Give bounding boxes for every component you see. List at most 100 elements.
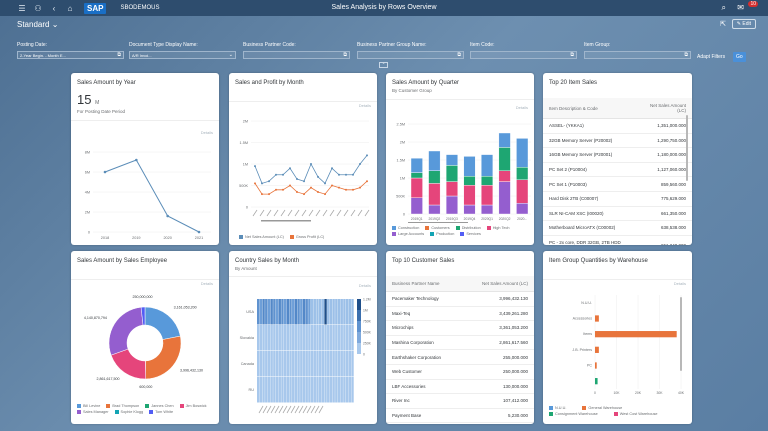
heatmap-cell	[340, 299, 343, 325]
legend-item[interactable]: Gross Profit (LC)	[289, 235, 324, 239]
table-row[interactable]: PC - 2x core, DDR 32GB, 2TB HDD (P10001)…	[543, 235, 692, 245]
filter-input[interactable]: ⧉	[584, 51, 691, 59]
details-link[interactable]: Details	[358, 283, 371, 288]
heatmap-cell	[300, 377, 303, 403]
filter-input[interactable]: 2-Year Begin. - Month E... ⧉	[17, 51, 124, 59]
heatmap-cell	[316, 377, 319, 403]
variant-selector[interactable]: Standard ⌄	[17, 20, 58, 29]
legend-item[interactable]: Large Accounts	[392, 232, 424, 236]
details-link[interactable]: Details	[673, 281, 686, 286]
bar-segment	[410, 197, 423, 215]
value-help-icon[interactable]: ⧉	[570, 52, 574, 58]
table-row[interactable]: ASSEL- (YKKA1) 1,351,000.000	[543, 118, 692, 134]
table-row[interactable]: PC Set 2 (P10004) 1,127,060.000	[543, 162, 692, 178]
table-row[interactable]: 32GB Memory Server (P20002) 1,290,750.000	[543, 133, 692, 149]
back-icon[interactable]: ‹	[52, 3, 56, 13]
table-row[interactable]: SLR NI-CAM XSC (I00020) 661,350.000	[543, 206, 692, 222]
go-button[interactable]: Go	[733, 52, 746, 62]
card-top-20-items[interactable]: Top 20 Item Sales Item Description & Cod…	[543, 73, 692, 245]
data-point	[103, 170, 107, 174]
card-top-10-customers[interactable]: Top 10 Customer Sales Business Partner N…	[386, 251, 534, 424]
card-sales-by-employee[interactable]: Sales Amount by Sales Employee Details 3…	[71, 251, 219, 424]
heatmap-cell	[321, 351, 325, 377]
table-row[interactable]: River Inc 107,412.000	[386, 393, 534, 409]
legend-item[interactable]: Production	[430, 232, 454, 236]
column-header[interactable]: Net Sales Amount (LC)	[636, 98, 692, 119]
legend-item[interactable]: Net Sales Amount (LC)	[239, 235, 284, 239]
notification-icon[interactable]: ✉	[737, 3, 744, 12]
card-sales-by-year[interactable]: Sales Amount by Year 15 M For Posting Da…	[71, 73, 219, 245]
card-country-sales[interactable]: Country Sales by Month By Amount Details…	[229, 251, 377, 424]
details-link[interactable]: Details	[200, 281, 213, 286]
value-help-icon[interactable]: ⧉	[343, 52, 347, 58]
legend-swatch	[239, 235, 243, 239]
legend-item[interactable]: Sales Manager	[77, 410, 109, 414]
scale-tick-label: 0	[363, 353, 365, 357]
card-sales-by-quarter[interactable]: Sales Amount by Quarter By Customer Grou…	[386, 73, 534, 245]
card-sales-profit-month[interactable]: Sales and Profit by Month Details 0 500K 1…	[229, 73, 377, 245]
legend-item[interactable]: General Warehouse	[582, 406, 622, 410]
legend-item[interactable]: Customers	[425, 226, 450, 230]
data-point	[296, 190, 298, 193]
legend-item[interactable]: N.U.U.	[549, 406, 566, 410]
sap-logo[interactable]: SAP	[84, 2, 107, 14]
filter-input[interactable]: ⧉	[243, 51, 350, 59]
legend-item[interactable]: West Cost Warehouse	[613, 412, 657, 416]
legend-item[interactable]: Distribution	[455, 226, 481, 230]
x-tick-mark	[273, 209, 279, 217]
legend-item[interactable]: High Tech	[486, 226, 510, 230]
value-help-icon[interactable]: ⧉	[684, 52, 688, 58]
legend-item[interactable]: Tom White	[149, 410, 173, 414]
search-icon[interactable]: ⌕	[721, 3, 726, 12]
legend-item[interactable]: Jannes Chen	[145, 404, 174, 408]
value-help-icon[interactable]: ⧉	[457, 52, 461, 58]
legend-item[interactable]: Construction	[392, 226, 419, 230]
filter-input[interactable]: ⧉	[357, 51, 464, 59]
value-help-icon[interactable]: ⧉	[117, 52, 121, 58]
collapse-header-button[interactable]: ⌃	[379, 62, 388, 68]
heatmap-cell	[294, 299, 298, 325]
column-header[interactable]: Item Description & Code	[543, 98, 637, 119]
legend-item[interactable]: Services	[460, 232, 481, 236]
chevron-down-icon[interactable]: ⌄	[228, 52, 233, 58]
column-header[interactable]: Business Partner Name	[386, 276, 462, 292]
details-link[interactable]: Details	[200, 130, 213, 135]
card-warehouse-quantities[interactable]: Item Group Quantities by Warehouse Detai…	[543, 251, 692, 424]
heatmap-cell	[348, 377, 352, 403]
table-row[interactable]: Earthshaker Corporation 255,000.000	[386, 349, 534, 365]
details-link[interactable]: Details	[515, 105, 528, 110]
filter-input[interactable]: ⧉	[470, 51, 577, 59]
menu-icon[interactable]: ☰	[18, 3, 26, 13]
table-row[interactable]: Web Customer 250,000.000	[386, 364, 534, 380]
share-icon[interactable]: ⇱	[720, 21, 726, 28]
legend-item[interactable]: Bill Levine	[77, 404, 100, 408]
chart-legend: N.U.U. General Warehouse Consignment Wareh…	[549, 406, 669, 416]
table-row[interactable]: Mashina Corporation 2,861,617.560	[386, 335, 534, 351]
edit-button[interactable]: ✎ Edit	[731, 19, 756, 29]
table-row[interactable]: PC Set 1 (P10003) 859,560.000	[543, 176, 692, 192]
legend-item[interactable]: Sophie Klogg	[114, 410, 143, 414]
table-row[interactable]: Motherboard MicroATX (C00002) 638,538.000	[543, 220, 692, 236]
legend-item[interactable]: Consignment Warehouse	[549, 412, 598, 416]
table-row[interactable]: Delivery Base4,800.000	[386, 422, 534, 424]
table-row[interactable]: LBF Accessories 130,000.000	[386, 379, 534, 395]
table-row[interactable]: 16GB Memory Server (P20001) 1,180,000.000	[543, 147, 692, 163]
legend-item[interactable]: Jim Boswick	[179, 404, 207, 408]
filter-input[interactable]: A/R Invoi... ⌄	[129, 51, 236, 59]
adapt-filters-button[interactable]: Adapt Filters	[697, 54, 726, 60]
scrollbar[interactable]	[680, 297, 682, 371]
table-row[interactable]: Maxi-Teq 3,439,261.280	[386, 306, 534, 322]
home-icon[interactable]: ⌂	[67, 3, 73, 13]
scrollbar[interactable]	[686, 115, 688, 181]
table-row[interactable]: Payment Base 5,230.000	[386, 408, 534, 424]
table-row[interactable]: Microchips 3,361,053.200	[386, 320, 534, 336]
heatmap-cell	[343, 325, 346, 351]
table-row[interactable]: Hard Disk 2TB (C00007) 775,629.000	[543, 191, 692, 207]
details-link[interactable]: Details	[358, 103, 371, 108]
y-tick-label: 1.5M	[240, 141, 248, 145]
legend-item[interactable]: Brad Thompson	[106, 404, 139, 408]
heatmap-cell	[278, 325, 281, 351]
table-row[interactable]: Pacemaker Technology 3,996,432.130	[386, 291, 534, 307]
user-icon[interactable]: ⚇	[34, 3, 42, 13]
column-header[interactable]: Net Sales Amount (LC)	[461, 276, 534, 292]
